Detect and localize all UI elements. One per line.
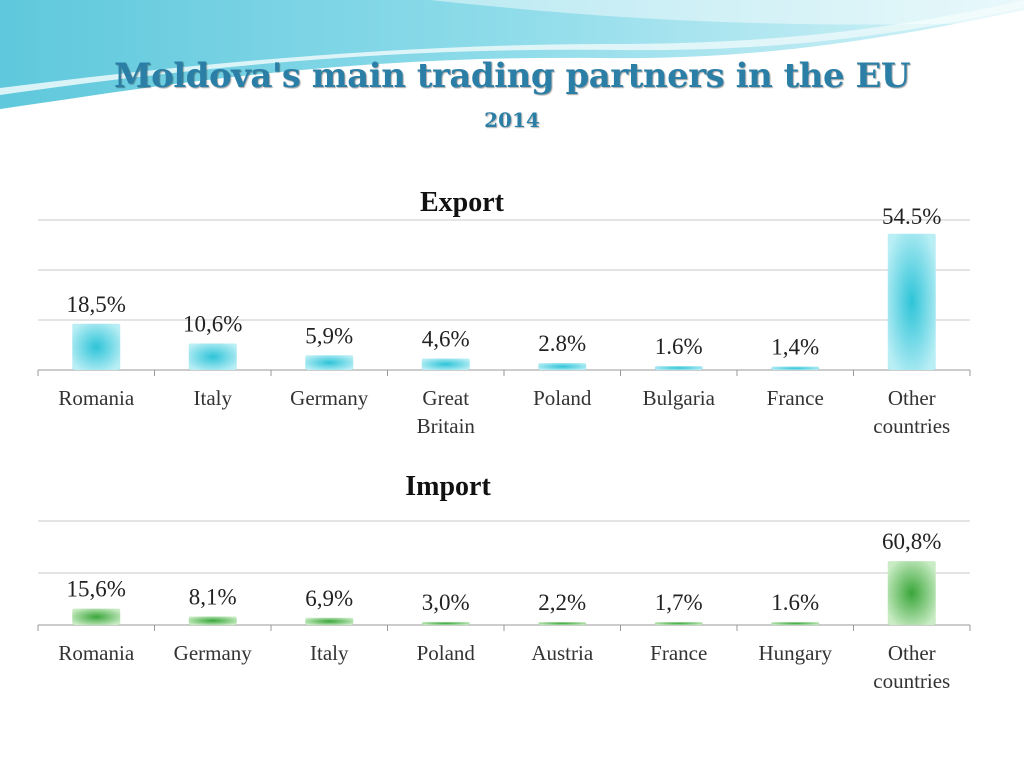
export-bar-italy: [188, 343, 237, 370]
export-value-label: 1.6%: [655, 334, 703, 359]
import-bar-austria: [538, 622, 587, 625]
import-category-label: France: [650, 641, 707, 665]
export-value-label: 4,6%: [422, 327, 470, 352]
import-chart: Import 15,6% Romania 8,1% Germany 6,9% Italy 3,…: [0, 465, 1024, 715]
export-category-label: Poland: [533, 386, 592, 410]
export-bar-other-countries: [887, 233, 936, 370]
slide-title: Moldova's main trading partners in the E…: [113, 56, 911, 96]
import-bar-germany: [188, 616, 237, 625]
import-value-label: 3,0%: [422, 590, 470, 615]
slide-subtitle: 2014: [484, 108, 540, 132]
export-value-label: 5,9%: [305, 323, 353, 348]
export-bar-germany: [305, 355, 354, 370]
import-chart-svg: Import 15,6% Romania 8,1% Germany 6,9% Italy 3,…: [37, 471, 971, 693]
export-category-label: Great: [422, 386, 469, 410]
import-bar-other-countries: [887, 561, 936, 625]
export-value-label: 1,4%: [771, 335, 819, 360]
export-bar-bulgaria: [654, 366, 703, 370]
export-value-label: 54.5%: [882, 204, 941, 229]
export-chart-title: Export: [420, 187, 505, 218]
export-category-label: Other: [888, 386, 936, 410]
import-value-label: 1,7%: [655, 590, 703, 615]
import-value-label: 60,8%: [882, 529, 941, 554]
export-bar-romania: [72, 323, 121, 370]
export-category-label: Germany: [290, 386, 369, 410]
import-bar-hungary: [771, 622, 820, 625]
import-value-label: 6,9%: [305, 586, 353, 611]
export-category-label: Bulgaria: [643, 386, 716, 410]
slide-header: Moldova's main trading partners in the E…: [0, 0, 1024, 160]
export-chart: Export 18,5% Romania 10,6% Italy 5,9% Germany 4…: [0, 180, 1024, 460]
export-category-label: Italy: [194, 386, 233, 410]
export-chart-svg: Export 18,5% Romania 10,6% Italy 5,9% Germany 4…: [37, 187, 971, 438]
import-value-label: 8,1%: [189, 584, 237, 609]
header-wave-decoration: [0, 0, 1024, 111]
export-category-label: countries: [873, 414, 950, 438]
import-category-label: Hungary: [759, 641, 833, 665]
import-chart-title: Import: [405, 471, 491, 502]
export-category-label: Britain: [417, 414, 476, 438]
export-value-label: 2.8%: [538, 331, 586, 356]
import-value-label: 2,2%: [538, 590, 586, 615]
export-bar-poland: [538, 363, 587, 370]
import-category-label: Italy: [310, 641, 349, 665]
export-value-label: 10,6%: [183, 312, 242, 337]
import-bar-romania: [72, 608, 121, 625]
import-bar-italy: [305, 617, 354, 625]
export-category-label: France: [767, 386, 824, 410]
import-category-label: Poland: [417, 641, 476, 665]
import-category-label: Romania: [58, 641, 134, 665]
import-category-label: Other: [888, 641, 936, 665]
import-category-label: countries: [873, 669, 950, 693]
import-category-label: Germany: [174, 641, 253, 665]
export-value-label: 18,5%: [67, 292, 126, 317]
export-bar-great-britain: [421, 358, 470, 370]
import-bar-poland: [421, 621, 470, 625]
export-category-label: Romania: [58, 386, 134, 410]
export-bar-france: [771, 366, 820, 370]
import-value-label: 1.6%: [771, 590, 819, 615]
import-bar-france: [654, 622, 703, 625]
import-category-label: Austria: [531, 641, 594, 665]
import-value-label: 15,6%: [67, 577, 126, 602]
